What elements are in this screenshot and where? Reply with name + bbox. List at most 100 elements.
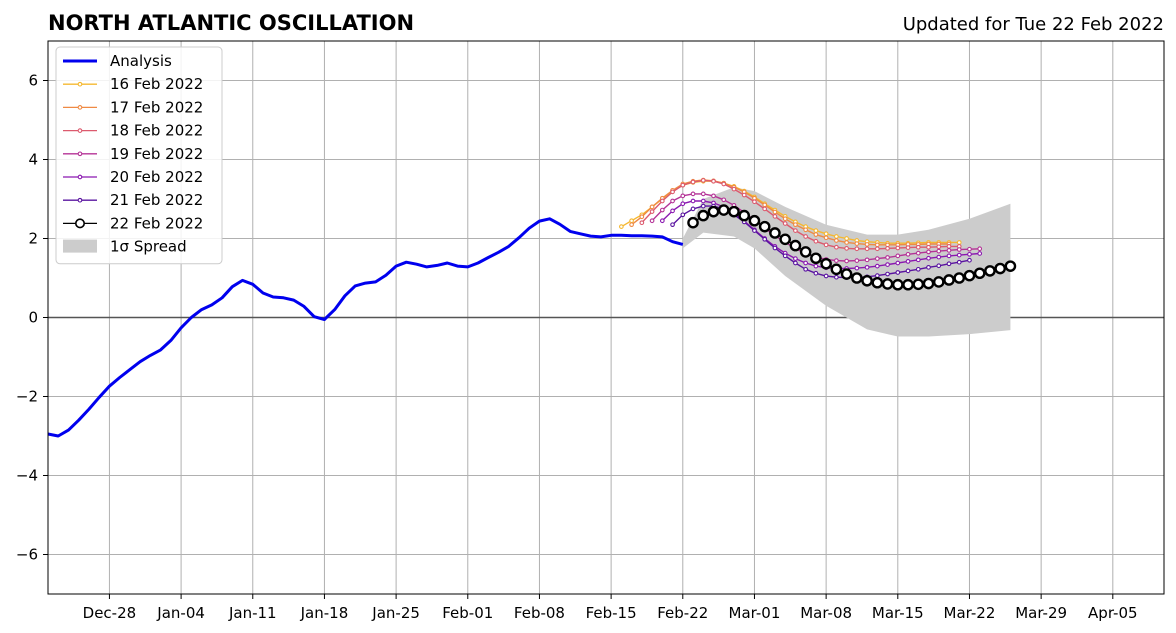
forecast-point <box>834 274 839 280</box>
forecast-point <box>926 249 931 255</box>
forecast-point <box>936 254 942 260</box>
forecast-point <box>891 278 904 291</box>
legend-item: 19 Feb 2022 <box>63 145 203 163</box>
legend-item: 22 Feb 2022 <box>63 214 203 232</box>
forecast-point <box>905 251 911 257</box>
legend-item: 20 Feb 2022 <box>63 168 203 186</box>
forecast-point <box>834 234 839 239</box>
forecast-point <box>639 214 645 220</box>
legend-marker <box>77 81 83 87</box>
forecast-point <box>936 263 942 269</box>
legend-label: 1σ Spread <box>110 238 187 256</box>
forecast-point <box>915 250 921 256</box>
legend-marker <box>77 151 83 157</box>
forecast-point <box>690 206 696 212</box>
forecast-point <box>639 220 645 226</box>
forecast-point <box>946 261 952 267</box>
forecast-point <box>926 255 931 261</box>
forecast-point <box>670 198 675 204</box>
forecast-point <box>741 192 747 198</box>
x-tick-label: Mar-29 <box>1015 604 1067 622</box>
forecast-point <box>851 272 863 284</box>
forecast-point <box>871 276 884 289</box>
forecast-point <box>793 260 798 266</box>
forecast-point <box>700 203 706 209</box>
forecast-point <box>680 193 686 199</box>
forecast-point <box>813 232 819 237</box>
forecast-point <box>823 273 829 279</box>
forecast-point <box>659 207 665 213</box>
legend-label: 20 Feb 2022 <box>110 168 203 186</box>
forecast-point <box>885 246 890 251</box>
forecast-point <box>649 218 655 224</box>
forecast-series <box>619 177 1017 291</box>
forecast-point <box>864 264 870 270</box>
forecast-point <box>902 278 914 291</box>
forecast-point <box>854 258 860 263</box>
x-tick-label: Feb-15 <box>586 604 637 622</box>
forecast-point <box>758 220 771 233</box>
legend-item: 17 Feb 2022 <box>63 98 203 116</box>
forecast-point <box>772 245 778 251</box>
forecast-point <box>830 263 843 276</box>
x-tick-label: Mar-22 <box>944 604 996 622</box>
forecast-point <box>823 235 829 241</box>
legend-marker <box>77 105 83 110</box>
x-tick-label: Mar-15 <box>872 604 924 622</box>
forecast-point <box>840 268 853 280</box>
x-tick-label: Mar-08 <box>800 604 852 622</box>
forecast-point <box>700 191 706 197</box>
x-tick-label: Jan-04 <box>156 604 205 622</box>
forecast-point <box>670 189 675 195</box>
forecast-point <box>881 278 894 290</box>
forecast-point <box>946 244 952 249</box>
forecast-point <box>690 179 696 185</box>
legend-marker <box>77 128 83 133</box>
x-tick-label: Feb-01 <box>442 604 493 622</box>
forecast-point <box>803 227 809 233</box>
x-tick-label: Mar-01 <box>729 604 781 622</box>
forecast-point <box>1004 260 1017 272</box>
forecast-point <box>823 231 829 237</box>
forecast-point <box>690 198 696 204</box>
forecast-point <box>874 273 880 278</box>
forecast-point <box>994 262 1006 275</box>
forecast-point <box>984 265 996 277</box>
forecast-point <box>834 238 839 243</box>
y-tick-label: 0 <box>28 309 38 327</box>
legend-label: Analysis <box>110 52 172 70</box>
forecast-point <box>619 224 624 229</box>
forecast-point <box>803 260 809 266</box>
forecast-point <box>762 202 768 208</box>
legend-marker <box>75 218 86 229</box>
forecast-point <box>738 209 751 222</box>
chart-subtitle: Updated for Tue 22 Feb 2022 <box>903 14 1164 35</box>
forecast-point <box>680 182 686 188</box>
forecast-point <box>967 251 972 257</box>
forecast-point <box>895 270 901 275</box>
forecast-point <box>690 191 696 197</box>
forecast-point <box>943 274 955 286</box>
forecast-point <box>700 198 706 204</box>
forecast-point <box>717 204 730 216</box>
forecast-point <box>885 255 890 260</box>
forecast-point <box>799 246 812 258</box>
forecast-point <box>793 228 798 233</box>
forecast-point <box>649 204 655 210</box>
forecast-point <box>834 258 839 263</box>
forecast-point <box>721 181 727 187</box>
forecast-point <box>700 178 706 183</box>
y-tick-label: 2 <box>28 230 38 248</box>
x-axis-ticks: Dec-28 Jan-04 Jan-11 Jan-18 Jan-25 Feb-01 Feb-… <box>83 594 1138 622</box>
forecast-point <box>932 276 945 288</box>
forecast-point <box>905 268 911 274</box>
forecast-point <box>864 257 870 263</box>
forecast-point <box>670 208 675 214</box>
forecast-point <box>895 245 901 251</box>
forecast-point <box>772 214 778 219</box>
forecast-point <box>752 228 757 233</box>
forecast-point <box>810 252 822 265</box>
forecast-point <box>649 209 655 214</box>
forecast-22-feb-2022 <box>687 204 1017 291</box>
forecast-point <box>813 263 819 269</box>
